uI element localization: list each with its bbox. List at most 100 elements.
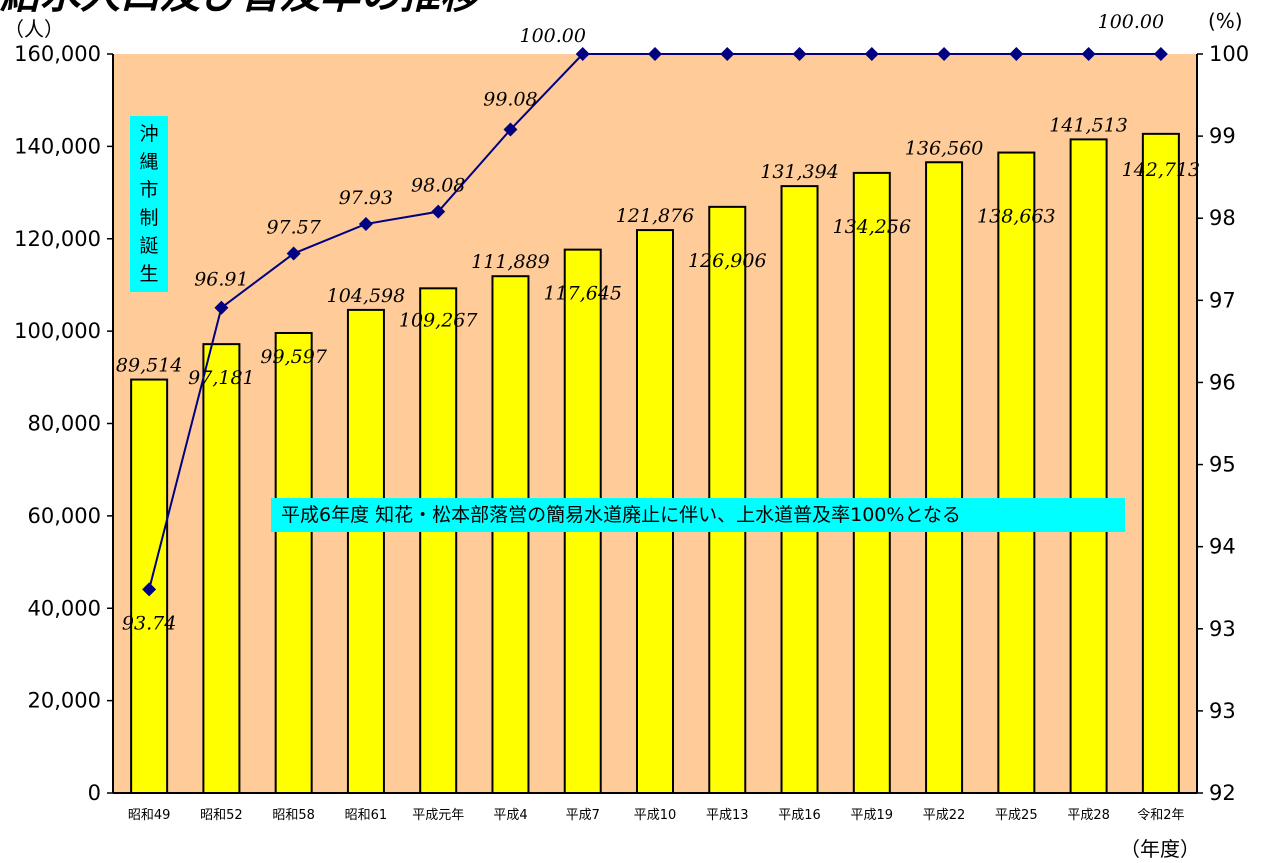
- coverage-note-callout: 平成6年度 知花・松本部落営の簡易水道廃止に伴い、上水道普及率100%となる: [271, 498, 1125, 532]
- bar-value-label: 141,513: [1049, 114, 1128, 136]
- category-label: 平成22: [923, 808, 966, 823]
- bar-value-label: 89,514: [116, 355, 182, 377]
- right-tick-label: 96: [1209, 370, 1236, 394]
- left-tick-label: 120,000: [14, 227, 101, 251]
- left-axis-ticks: 0 20,000 40,000 60,000 80,000 100,000 120,000 1…: [14, 42, 113, 805]
- bar-value-label: 109,267: [399, 309, 478, 331]
- right-tick-label: 98: [1209, 206, 1236, 230]
- category-label: 昭和61: [345, 808, 388, 823]
- right-tick-label: 92: [1209, 781, 1236, 805]
- line-value-label: 100.00: [1098, 11, 1164, 33]
- left-tick-label: 20,000: [28, 689, 101, 713]
- category-label: 昭和52: [200, 808, 243, 823]
- coverage-marker: [214, 300, 229, 315]
- category-label: 昭和58: [272, 808, 315, 823]
- bar-value-label: 136,560: [905, 137, 984, 159]
- bar: [1141, 132, 1180, 794]
- coverage-marker: [648, 47, 662, 61]
- category-label: 平成4: [493, 808, 527, 823]
- chart-title: 給水人口及び普及率の推移: [0, 0, 485, 18]
- left-tick-label: 40,000: [28, 596, 101, 620]
- bar-value-label: 131,394: [760, 161, 839, 183]
- category-label: 平成10: [634, 808, 677, 823]
- coverage-marker: [142, 582, 157, 597]
- right-tick-label: 95: [1209, 453, 1236, 477]
- city-founded-callout: 沖 縄 市 制 誕 生: [130, 116, 168, 292]
- category-label: 平成16: [778, 808, 821, 823]
- bar-value-label: 117,645: [543, 283, 622, 305]
- left-tick-label: 0: [88, 781, 101, 805]
- bar: [419, 287, 458, 794]
- line-value-label: 99.08: [483, 89, 537, 111]
- bar-series: [130, 132, 1180, 795]
- right-axis-ticks: 92 93 93 94 95 96 97 98 99 100: [1197, 42, 1249, 805]
- bar-value-label: 142,713: [1122, 159, 1201, 181]
- left-tick-label: 140,000: [14, 134, 101, 158]
- coverage-marker: [864, 47, 879, 61]
- coverage-marker: [937, 47, 952, 61]
- callout-char: 誕: [139, 234, 159, 257]
- left-tick-label: 60,000: [28, 504, 101, 528]
- right-tick-label: 93: [1209, 699, 1236, 723]
- right-tick-label: 99: [1209, 124, 1236, 148]
- callout-char: 縄: [139, 150, 159, 173]
- coverage-marker: [286, 246, 301, 261]
- bar-value-label: 111,889: [471, 251, 550, 273]
- bar-value-label: 121,876: [616, 205, 695, 227]
- callout-char: 生: [139, 262, 159, 285]
- coverage-marker: [1153, 47, 1168, 61]
- left-tick-label: 80,000: [28, 412, 101, 436]
- coverage-marker: [792, 47, 807, 61]
- category-label: 平成元年: [412, 808, 464, 823]
- right-tick-label: 93: [1209, 617, 1236, 641]
- category-label: 昭和49: [128, 808, 171, 823]
- category-label: 平成19: [851, 808, 894, 823]
- bar: [997, 151, 1036, 794]
- line-value-label: 100.00: [519, 25, 585, 47]
- line-series: [142, 47, 1168, 597]
- coverage-marker: [575, 47, 590, 61]
- left-tick-label: 160,000: [14, 42, 101, 66]
- category-labels: 昭和49 昭和52 昭和58 昭和61 平成元年 平成4 平成7 平成10 平成13 平成16 平成…: [128, 808, 1185, 823]
- coverage-marker: [503, 122, 518, 137]
- bar: [491, 275, 530, 794]
- bar-value-label: 134,256: [833, 216, 912, 238]
- callout-char: 市: [139, 178, 159, 201]
- coverage-marker: [720, 47, 735, 61]
- line-value-label: 93.74: [122, 612, 176, 634]
- right-tick-label: 100: [1209, 42, 1249, 66]
- bar-value-label: 126,906: [688, 250, 767, 272]
- category-label: 平成28: [1067, 808, 1110, 823]
- line-value-label: 98.08: [411, 175, 465, 197]
- x-unit-label: （年度）: [1120, 837, 1200, 861]
- callout-char: 制: [139, 206, 159, 229]
- line-data-labels: 93.74 96.91 97.57 97.93 98.08 99.08 100.00 100.…: [122, 11, 1164, 634]
- line-value-label: 97.57: [266, 217, 321, 239]
- left-tick-label: 100,000: [14, 319, 101, 343]
- category-label: 平成7: [566, 808, 600, 823]
- left-unit-label: （人）: [4, 17, 64, 41]
- bar: [202, 343, 241, 794]
- coverage-marker: [358, 216, 373, 231]
- right-tick-label: 97: [1209, 288, 1236, 312]
- category-label: 令和2年: [1137, 808, 1184, 823]
- callout-char: 沖: [139, 122, 159, 145]
- coverage-marker: [431, 204, 446, 219]
- bar-value-label: 104,598: [327, 285, 406, 307]
- bar-value-label: 138,663: [977, 206, 1056, 228]
- line-value-label: 97.93: [339, 187, 393, 209]
- bar: [346, 308, 385, 794]
- bar-value-label: 99,597: [260, 346, 327, 368]
- bar: [852, 171, 891, 795]
- bar: [925, 161, 964, 795]
- bar-value-label: 97,181: [188, 367, 254, 389]
- right-tick-label: 94: [1209, 535, 1236, 559]
- category-label: 平成25: [995, 808, 1038, 823]
- bar: [274, 331, 313, 794]
- bar: [780, 185, 819, 794]
- coverage-marker: [1009, 47, 1024, 61]
- category-label: 平成13: [706, 808, 749, 823]
- bar: [1069, 138, 1108, 794]
- coverage-marker: [1081, 47, 1096, 61]
